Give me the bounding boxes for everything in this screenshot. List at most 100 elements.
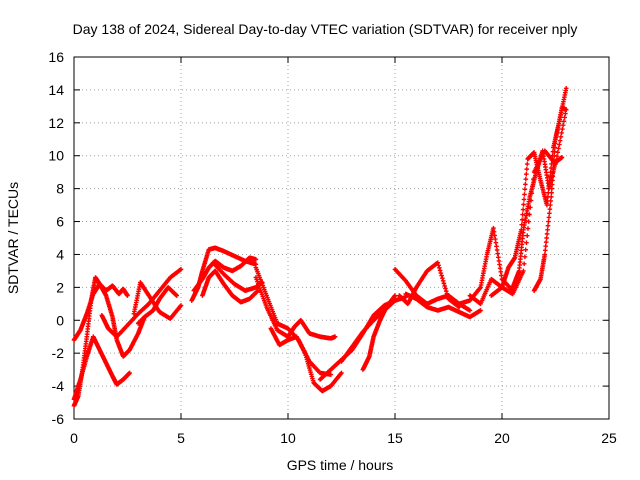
data-point xyxy=(521,268,526,274)
data-point xyxy=(542,248,548,253)
data-point xyxy=(552,141,558,146)
data-point xyxy=(544,231,550,237)
data-point xyxy=(559,155,565,160)
data-point xyxy=(561,118,567,124)
data-point xyxy=(178,266,184,272)
chart-title: Day 138 of 2024, Sidereal Day-to-day VTE… xyxy=(73,21,578,37)
x-tick-label: 10 xyxy=(280,430,296,446)
data-point xyxy=(548,202,553,208)
data-point xyxy=(178,303,184,308)
grid xyxy=(74,57,609,419)
series-track-11 xyxy=(253,265,334,377)
data-point xyxy=(519,217,525,222)
data-point xyxy=(442,283,447,289)
data-point xyxy=(562,115,567,120)
data-point xyxy=(526,219,532,224)
series-track-9 xyxy=(200,268,261,305)
series-track-3 xyxy=(71,281,147,359)
data-point xyxy=(523,181,528,187)
data-point xyxy=(559,130,564,136)
data-point xyxy=(521,202,526,207)
data-point xyxy=(545,223,551,228)
y-tick-label: 2 xyxy=(56,279,64,295)
x-axis-label: GPS time / hours xyxy=(287,457,394,473)
data-point xyxy=(521,261,527,267)
data-point xyxy=(441,281,447,286)
data-point xyxy=(440,278,446,284)
data-point xyxy=(543,243,549,249)
data-point xyxy=(522,192,527,197)
data-point xyxy=(550,169,556,175)
data-point xyxy=(522,187,528,192)
y-tick-label: -4 xyxy=(52,378,65,394)
y-tick-label: 4 xyxy=(56,246,64,262)
data-point xyxy=(551,161,556,167)
data-point xyxy=(551,153,557,159)
data-point xyxy=(548,198,554,204)
data-point xyxy=(443,288,449,294)
y-tick-label: 12 xyxy=(48,115,64,131)
data-point xyxy=(523,247,528,253)
data-point xyxy=(550,173,556,179)
data-point xyxy=(524,166,530,172)
y-tick-label: 0 xyxy=(56,312,64,328)
series-track-23 xyxy=(510,148,565,290)
data-point xyxy=(440,275,445,281)
data-point xyxy=(563,107,569,112)
y-axis-label: SDTVAR / TECUs xyxy=(5,182,21,294)
data-point xyxy=(547,206,553,212)
data-point xyxy=(551,165,556,171)
data-point xyxy=(478,308,483,313)
y-tick-labels: -6 -4 -2 0 2 4 6 8 10 12 14 16 xyxy=(48,49,64,427)
data-point xyxy=(549,182,555,187)
data-point xyxy=(524,161,530,167)
series-track-20 xyxy=(456,225,515,307)
y-tick-label: 16 xyxy=(48,49,64,65)
x-tick-label: 5 xyxy=(177,430,185,446)
data-point xyxy=(563,85,569,91)
data-point xyxy=(552,145,558,150)
series-track-18 xyxy=(396,260,462,310)
data-point xyxy=(542,252,548,257)
series-track-12 xyxy=(253,275,338,341)
series-track-22 xyxy=(489,85,569,298)
axis-ticks xyxy=(73,56,610,420)
data-point xyxy=(437,268,443,273)
y-tick-label: -2 xyxy=(52,345,65,361)
series-track-1 xyxy=(71,275,130,409)
series-track-13 xyxy=(268,326,344,394)
series-track-19 xyxy=(403,291,483,320)
data-point xyxy=(521,197,527,202)
series-track-5 xyxy=(131,280,184,321)
data-point xyxy=(523,176,529,182)
data-point xyxy=(524,233,530,238)
data-point xyxy=(527,212,532,217)
data-point xyxy=(552,149,557,154)
data-point xyxy=(557,138,563,143)
y-tick-label: 6 xyxy=(56,214,64,230)
data-point xyxy=(560,126,565,132)
plot-frame xyxy=(73,56,610,420)
data-point xyxy=(560,122,566,128)
data-point xyxy=(563,111,568,116)
x-tick-labels: 0 5 10 15 20 25 xyxy=(70,430,617,446)
series-track-2 xyxy=(71,334,132,402)
x-tick-label: 0 xyxy=(70,430,78,446)
y-tick-label: -6 xyxy=(52,411,65,427)
data-point xyxy=(556,146,561,151)
data-point xyxy=(253,257,259,262)
data-point xyxy=(437,265,442,271)
data-point xyxy=(524,240,529,246)
data-point xyxy=(547,211,552,216)
data-point xyxy=(557,142,562,147)
series-track-15 xyxy=(339,294,408,364)
data-point xyxy=(544,235,549,241)
series-track-4 xyxy=(99,266,184,340)
series-track-16 xyxy=(360,293,398,372)
data-point xyxy=(545,227,550,233)
data-point xyxy=(549,190,554,196)
data-point xyxy=(549,186,555,191)
data-point xyxy=(522,254,528,260)
data-point xyxy=(520,207,526,212)
